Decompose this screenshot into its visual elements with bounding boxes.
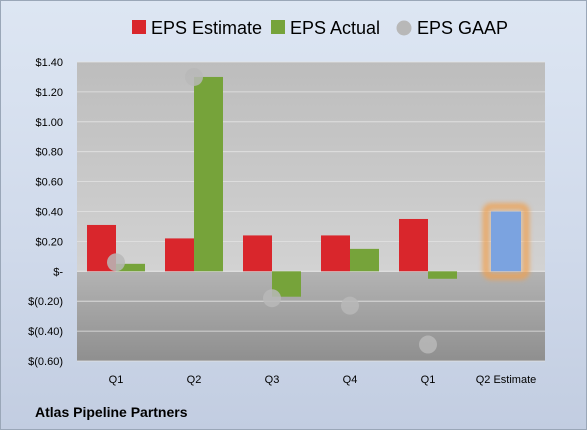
legend-item-gaap: EPS GAAP	[396, 18, 508, 38]
legend-item-actual: EPS Actual	[271, 18, 380, 38]
legend-label-actual: EPS Actual	[290, 18, 380, 38]
x-axis-ticks: Q1 Q2 Q3 Q4 Q1 Q2 Estimate	[109, 374, 537, 386]
y-tick-label: $0.40	[35, 207, 63, 219]
plot-area-negative	[77, 271, 545, 361]
legend-swatch-actual	[271, 20, 285, 34]
gaap-marker	[185, 67, 203, 86]
y-tick-label: $1.20	[35, 87, 63, 99]
y-axis-ticks: $1.40 $1.20 $1.00 $0.80 $0.60 $0.40 $0.20 $- $(0…	[28, 57, 63, 368]
legend: EPS Estimate EPS Actual EPS GAAP	[132, 18, 508, 38]
company-name: Atlas Pipeline Partners	[35, 404, 188, 420]
y-tick-label: $0.20	[35, 236, 63, 248]
gridlines	[77, 61, 545, 362]
x-tick-label: Q1	[421, 374, 436, 386]
gaap-marker	[263, 289, 281, 308]
legend-swatch-estimate	[132, 20, 146, 34]
gaap-marker	[419, 335, 437, 354]
actual-bar	[428, 271, 457, 279]
legend-label-gaap: EPS GAAP	[417, 18, 508, 38]
legend-item-estimate: EPS Estimate	[132, 18, 262, 38]
legend-label-estimate: EPS Estimate	[151, 18, 262, 38]
legend-marker-gaap	[396, 20, 412, 36]
x-tick-label: Q1	[109, 374, 124, 386]
gaap-marker	[107, 253, 125, 272]
x-tick-label: Q2	[187, 374, 202, 386]
estimate-bar	[399, 218, 428, 272]
y-tick-label: $1.40	[35, 57, 63, 69]
actual-bar	[116, 263, 145, 272]
estimate-bar	[321, 235, 350, 272]
gaap-marker	[341, 296, 359, 315]
y-tick-label: $(0.20)	[28, 296, 63, 308]
estimate-bar	[165, 238, 194, 272]
y-tick-label: $-	[53, 266, 63, 278]
q2-estimate-bar	[491, 211, 521, 272]
y-tick-label: $(0.60)	[28, 356, 63, 368]
x-tick-label: Q3	[265, 374, 280, 386]
gaap-markers	[107, 67, 437, 354]
y-tick-label: $0.60	[35, 177, 63, 189]
y-tick-label: $1.00	[35, 117, 63, 129]
actual-bar	[194, 76, 223, 272]
y-tick-label: $(0.40)	[28, 326, 63, 338]
x-tick-label: Q2 Estimate	[476, 374, 537, 386]
q2-estimate-glow	[482, 203, 530, 280]
x-tick-label: Q4	[343, 374, 358, 386]
estimate-bar	[243, 235, 272, 272]
actual-bar	[350, 248, 379, 272]
plot-area-positive	[77, 62, 545, 271]
y-tick-label: $0.80	[35, 147, 63, 159]
